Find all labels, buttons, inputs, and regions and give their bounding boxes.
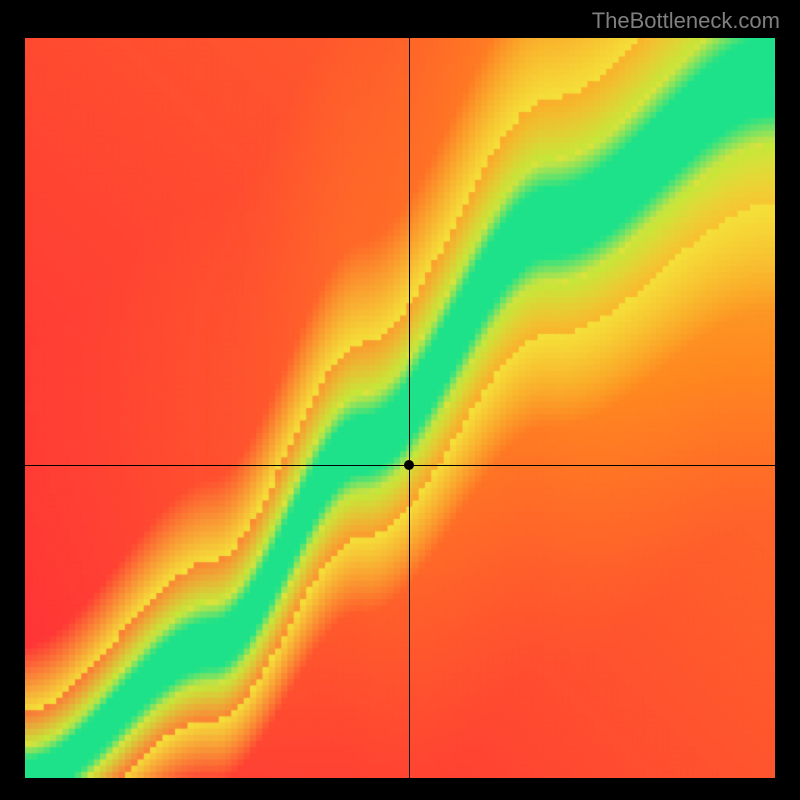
heatmap-plot [25,38,775,778]
crosshair-horizontal [25,465,775,466]
heatmap-canvas [25,38,775,778]
data-point-marker [404,460,414,470]
crosshair-vertical [409,38,410,778]
attribution-text: TheBottleneck.com [592,8,780,34]
